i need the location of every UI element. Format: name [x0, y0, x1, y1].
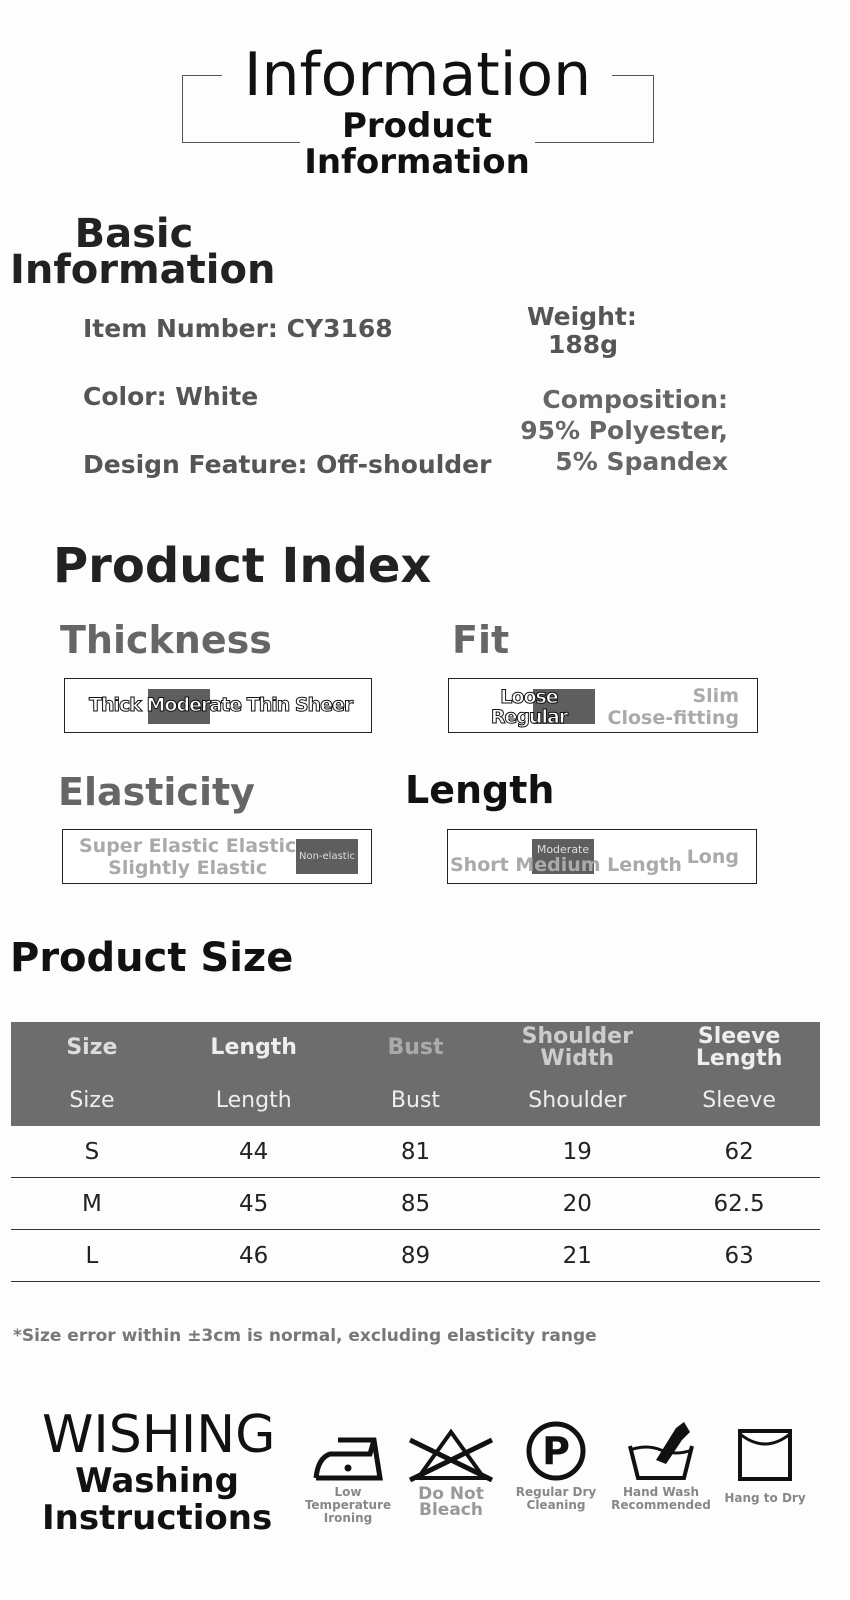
cell: 45	[172, 1177, 335, 1230]
washing-heading: Washing Instructions	[42, 1461, 273, 1538]
table-row: M 45 85 20 62.5	[11, 1177, 820, 1230]
brand-logo: WISHING	[42, 1405, 276, 1465]
fit-slim: Slim	[692, 685, 739, 707]
cell: L	[11, 1229, 173, 1282]
cell: 62	[658, 1126, 820, 1178]
design-feature: Design Feature: Off-shoulder	[83, 450, 492, 479]
size-table-header-top: Size Length Bust Shoulder Width Sleeve L…	[11, 1022, 820, 1074]
length-options: Short Medium Length	[450, 854, 682, 876]
table-row: L 46 89 21 63	[11, 1229, 820, 1282]
fit-label: Fit	[452, 618, 510, 662]
composition-label: Composition:	[542, 385, 728, 414]
col-shoulder: Shoulder	[496, 1074, 659, 1126]
fit-loose: Loose	[500, 686, 559, 708]
size-note: *Size error within ±3cm is normal, exclu…	[13, 1326, 597, 1346]
length-scale: Moderate Short Medium Length Long	[447, 829, 757, 884]
dry-clean-p-icon: P	[526, 1421, 586, 1481]
care-label: Hang to Dry	[724, 1491, 806, 1505]
svg-text:P: P	[542, 1429, 570, 1473]
elasticity-scale: Super Elastic Elastic Slightly Elastic N…	[62, 829, 372, 884]
length-selected: Moderate	[532, 839, 594, 874]
fit-options-left: Loose Regular	[489, 686, 569, 728]
fit-regular: Regular	[490, 706, 568, 728]
iron-low-icon	[313, 1437, 383, 1481]
care-label: Regular Dry Cleaning	[515, 1485, 597, 1512]
cell: 20	[496, 1177, 659, 1230]
elasticity-selected: Non-elastic	[296, 839, 358, 874]
color: Color: White	[83, 382, 259, 411]
elasticity-options: Super Elastic Elastic Slightly Elastic	[79, 835, 296, 879]
cell: S	[11, 1126, 173, 1178]
col-bust-top: Bust	[334, 1022, 497, 1074]
hand-wash-icon	[628, 1422, 694, 1480]
length-label: Length	[405, 768, 555, 812]
col-sleeve-top: Sleeve Length	[658, 1022, 820, 1074]
size-table: Size Length Bust Shoulder Width Sleeve L…	[11, 1022, 820, 1282]
page-title: Information	[243, 40, 592, 110]
no-bleach-icon	[408, 1428, 494, 1482]
care-item-hang-dry: Hang to Dry	[715, 1428, 815, 1505]
length-long: Long	[686, 846, 739, 868]
composition-line-2: 5% Spandex	[555, 447, 728, 476]
hang-dry-icon	[738, 1429, 792, 1481]
thickness-label: Thickness	[60, 618, 272, 662]
weight-label: Weight:	[527, 302, 637, 331]
fit-scale: Loose Regular Slim Close-fitting	[448, 678, 758, 733]
col-sleeve: Sleeve	[658, 1074, 820, 1126]
elasticity-label: Elasticity	[58, 770, 255, 814]
care-item-hand-wash: Hand Wash Recommended	[611, 1420, 711, 1512]
cell: 21	[496, 1229, 659, 1282]
weight-value: 188g	[548, 330, 619, 359]
composition-line-1: 95% Polyester,	[520, 416, 728, 445]
elasticity-super-elastic: Super Elastic Elastic	[79, 835, 297, 857]
cell: 85	[334, 1177, 497, 1230]
cell: 81	[334, 1126, 497, 1178]
cell: 62.5	[658, 1177, 820, 1230]
cell: 44	[172, 1126, 335, 1178]
cell: M	[11, 1177, 173, 1230]
elasticity-slightly-elastic: Slightly Elastic	[108, 857, 268, 879]
col-shoulder-top: Shoulder Width	[496, 1022, 659, 1074]
col-length: Length	[172, 1074, 335, 1126]
care-label: Do Not Bleach	[418, 1484, 484, 1520]
item-number: Item Number: CY3168	[83, 314, 393, 343]
col-bust: Bust	[334, 1074, 497, 1126]
care-item-bleach: Do Not Bleach	[401, 1428, 501, 1520]
col-size: Size	[11, 1074, 173, 1126]
cell: 19	[496, 1126, 659, 1178]
size-table-header: Size Length Bust Shoulder Sleeve	[11, 1074, 820, 1126]
care-item-dry-clean: P Regular Dry Cleaning	[506, 1420, 606, 1512]
page-subtitle: Product Information	[304, 106, 530, 182]
product-index-heading: Product Index	[53, 538, 432, 594]
care-label: Low Temperature Ironing	[304, 1485, 392, 1525]
fit-selected-marker	[533, 689, 595, 724]
care-item-iron: Low Temperature Ironing	[298, 1430, 398, 1525]
fit-options-right: Slim Close-fitting	[608, 685, 739, 729]
fit-close-fitting: Close-fitting	[607, 707, 739, 729]
care-label: Hand Wash Recommended	[611, 1485, 711, 1512]
basic-info-heading: Basic Information	[10, 211, 276, 293]
col-length-top: Length	[172, 1022, 335, 1074]
product-size-heading: Product Size	[10, 935, 294, 981]
thickness-scale: Thick Moderate Thin Sheer	[64, 678, 372, 733]
table-row: S 44 81 19 62	[11, 1126, 820, 1178]
composition: Composition: 95% Polyester, 5% Spandex	[520, 384, 728, 477]
cell: 63	[658, 1229, 820, 1282]
thickness-selected-marker	[148, 689, 210, 724]
cell: 89	[334, 1229, 497, 1282]
col-size-top: Size	[11, 1022, 173, 1074]
cell: 46	[172, 1229, 335, 1282]
thickness-options: Thick Moderate Thin Sheer	[88, 694, 353, 717]
